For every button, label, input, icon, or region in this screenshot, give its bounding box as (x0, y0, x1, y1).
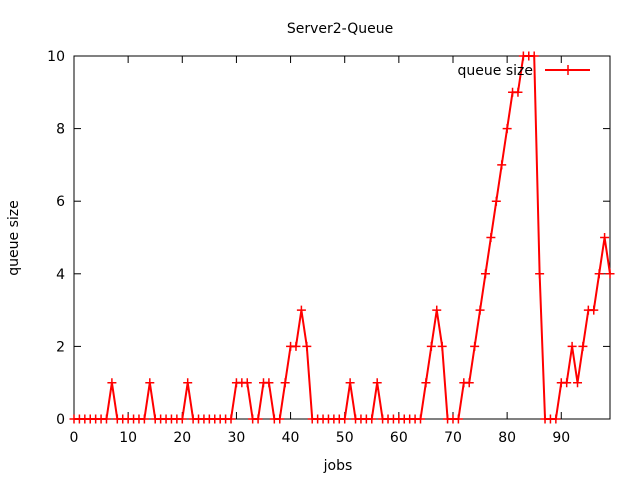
data-point-marker (340, 414, 350, 424)
y-tick-label: 0 (56, 412, 65, 428)
x-axis-label: jobs (323, 458, 353, 474)
data-point-marker (464, 378, 474, 388)
data-point-marker (296, 305, 306, 315)
data-point-marker (562, 378, 572, 388)
legend: queue size (458, 63, 590, 79)
x-tick-label: 20 (173, 430, 191, 446)
x-tick-label: 40 (282, 430, 300, 446)
x-tick-label: 10 (119, 430, 137, 446)
data-point-marker (372, 378, 382, 388)
data-point-marker (242, 378, 252, 388)
data-point-marker (253, 414, 263, 424)
data-point-marker (280, 378, 290, 388)
y-tick-label: 8 (56, 122, 65, 138)
data-point-marker (480, 269, 490, 279)
series-line (74, 55, 611, 420)
data-point-marker (302, 341, 312, 351)
legend-label: queue size (458, 63, 533, 79)
y-axis-label: queue size (6, 200, 22, 275)
axis-ticks: 0 10 20 30 40 50 60 70 80 90 0 2 4 6 8 10 (47, 49, 610, 446)
data-point-marker (573, 378, 583, 388)
data-point-marker (605, 269, 615, 279)
data-point-marker (291, 341, 301, 351)
data-point-marker (491, 196, 501, 206)
data-point-marker (226, 414, 236, 424)
data-point-marker (529, 51, 539, 61)
data-point-marker (535, 269, 545, 279)
data-point-marker (453, 414, 463, 424)
data-point-marker (502, 124, 512, 134)
x-tick-label: 50 (336, 430, 354, 446)
data-point-marker (486, 233, 496, 242)
series-layer (69, 51, 615, 424)
data-point-marker (589, 305, 599, 315)
data-point-marker (470, 341, 480, 351)
data-point-marker (177, 414, 187, 424)
data-point-marker (264, 378, 274, 388)
data-point-marker (107, 378, 117, 388)
data-point-marker (551, 414, 561, 424)
data-point-marker (183, 378, 193, 388)
x-tick-label: 0 (70, 430, 79, 446)
data-point-marker (367, 414, 377, 424)
data-point-marker (600, 233, 610, 242)
data-point-marker (139, 414, 149, 424)
data-point-marker (416, 414, 426, 424)
data-point-marker (513, 87, 523, 97)
data-point-marker (345, 378, 355, 388)
legend-marker (563, 65, 573, 75)
data-point-marker (578, 341, 588, 351)
data-point-marker (101, 414, 111, 424)
x-tick-label: 30 (228, 430, 246, 446)
plot-border (73, 55, 611, 420)
data-point-marker (421, 378, 431, 388)
data-point-marker (594, 269, 604, 279)
x-tick-label: 70 (444, 430, 462, 446)
y-tick-label: 2 (56, 339, 65, 355)
plot-frame (73, 55, 611, 420)
data-point-marker (567, 341, 577, 351)
chart-title: Server2-Queue (287, 21, 393, 37)
data-point-marker (145, 378, 155, 388)
data-point-marker (275, 414, 285, 424)
data-point-marker (426, 341, 436, 351)
y-tick-label: 4 (56, 267, 65, 283)
y-tick-label: 10 (47, 49, 65, 65)
x-tick-label: 90 (552, 430, 570, 446)
y-tick-label: 6 (56, 194, 65, 210)
x-tick-label: 60 (390, 430, 408, 446)
data-point-marker (475, 305, 485, 315)
data-point-marker (432, 305, 442, 315)
data-point-marker (437, 341, 447, 351)
data-point-marker (497, 160, 507, 170)
x-tick-label: 80 (498, 430, 516, 446)
